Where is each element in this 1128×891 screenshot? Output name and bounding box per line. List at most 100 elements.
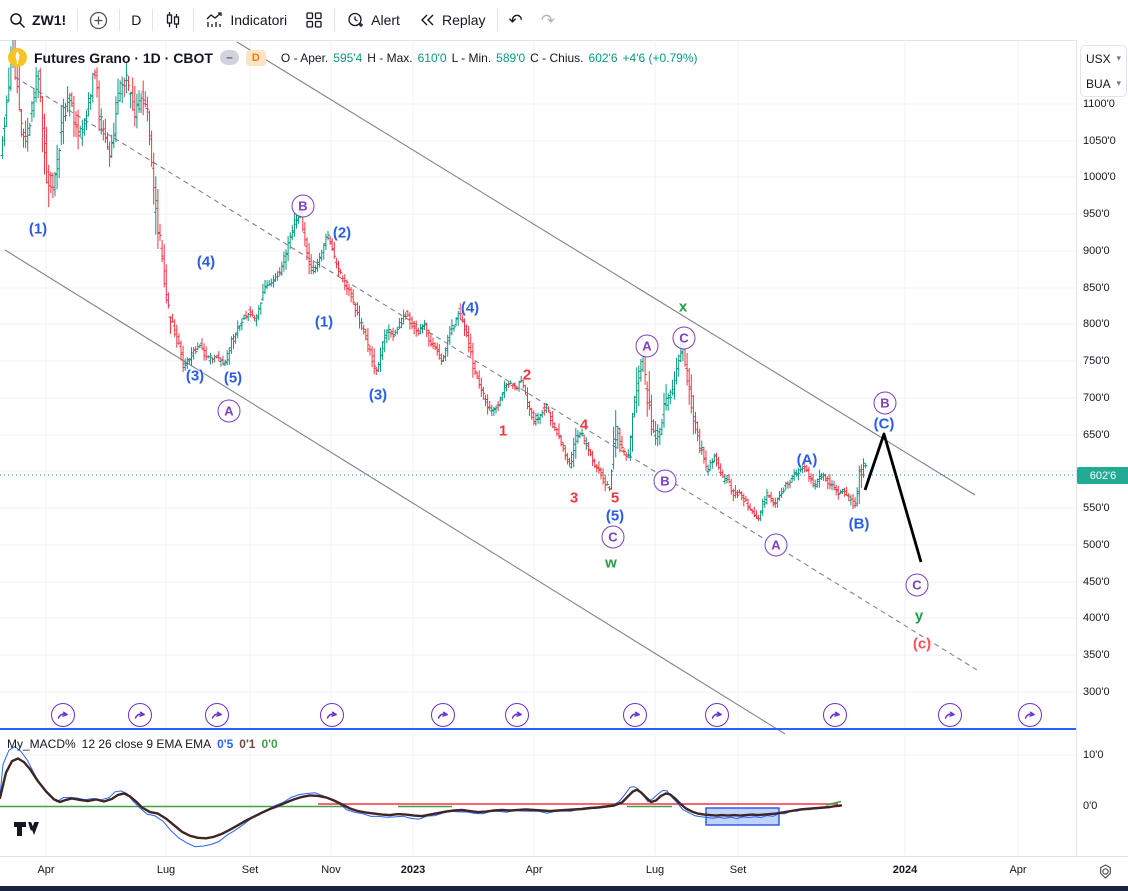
event-marker-icon[interactable]	[205, 703, 229, 727]
wave-label-blue[interactable]: (2)	[332, 224, 352, 242]
event-marker-icon[interactable]	[1018, 703, 1042, 727]
price-tick: 1050'0	[1083, 135, 1116, 147]
hide-indicator-icon[interactable]: –	[219, 50, 239, 65]
low-label: L - Min.	[451, 50, 492, 65]
event-marker-icon[interactable]	[505, 703, 529, 727]
toolbar-divider	[119, 9, 121, 31]
ohlc-readout: O - Aper. 595'4 H - Max. 610'0 L - Min. 589…	[281, 51, 698, 65]
wave-label-circled[interactable]: B	[653, 469, 677, 493]
high-label: H - Max.	[367, 50, 413, 65]
high-value: 610'0	[417, 50, 447, 65]
wave-label-green[interactable]: y	[914, 607, 924, 625]
unit-selector[interactable]: BUA ▾	[1081, 71, 1126, 96]
toolbar-divider	[193, 9, 195, 31]
indicator-value-slow: 0'1	[239, 737, 256, 751]
wave-label-green[interactable]: x	[678, 298, 688, 316]
toolbar-divider	[77, 9, 79, 31]
wave-label-circled[interactable]: C	[601, 525, 625, 549]
unit-label: BUA	[1086, 76, 1111, 91]
event-marker-icon[interactable]	[938, 703, 962, 727]
event-marker-icon[interactable]	[623, 703, 647, 727]
indicator-params: 12 26 close 9 EMA EMA	[81, 737, 212, 751]
redo-button[interactable]: ↷	[532, 6, 564, 34]
symbol-search-button[interactable]: ZW1!	[0, 6, 75, 34]
currency-label: USX	[1086, 51, 1111, 66]
wave-label-red[interactable]: 2	[522, 366, 532, 384]
time-scale[interactable]: Apr Lug Set Nov 2023 Apr Lug Set 2024 Apr	[0, 857, 1128, 886]
undo-button[interactable]: ↶	[500, 6, 532, 34]
chart-style-button[interactable]	[155, 6, 191, 34]
indicator-header[interactable]: My_MACD% 12 26 close 9 EMA EMA 0'5 0'1 0…	[7, 737, 278, 751]
event-marker-icon[interactable]	[51, 703, 75, 727]
event-marker-icon[interactable]	[128, 703, 152, 727]
time-label-year: 2024	[892, 864, 918, 876]
chevron-down-icon: ▾	[1116, 53, 1121, 63]
wave-label-circled[interactable]: A	[635, 334, 659, 358]
alert-button[interactable]: Alert	[337, 6, 409, 34]
wave-label-blue[interactable]: (B)	[848, 515, 870, 533]
indicator-title[interactable]: My_MACD%	[7, 737, 76, 751]
price-tick: 750'0	[1083, 355, 1110, 367]
price-and-macd-canvas[interactable]	[0, 40, 1076, 856]
time-label-month: Apr	[525, 864, 543, 876]
wave-label-blue[interactable]: (4)	[460, 299, 480, 317]
event-marker-icon[interactable]	[705, 703, 729, 727]
symbol-legend[interactable]: Futures Grano · 1D · CBOT – D O - Aper. 5…	[8, 48, 698, 67]
replay-button[interactable]: Replay	[409, 6, 495, 34]
wave-label-blue[interactable]: (A)	[796, 451, 818, 469]
indicators-button[interactable]: Indicatori	[196, 6, 296, 34]
wave-label-blue[interactable]: (1)	[314, 313, 334, 331]
price-tick: 800'0	[1083, 318, 1110, 330]
open-label: O - Aper.	[280, 50, 329, 65]
symbol-label: ZW1!	[32, 12, 67, 28]
undo-icon: ↶	[508, 10, 523, 30]
wave-label-blue[interactable]: (5)	[605, 507, 625, 525]
chevron-down-icon: ▾	[1116, 78, 1121, 88]
wave-label-green[interactable]: w	[605, 554, 617, 572]
event-marker-icon[interactable]	[431, 703, 455, 727]
wave-label-circled[interactable]: B	[873, 391, 897, 415]
time-label-month: Lug	[156, 864, 176, 876]
indicators-label: Indicatori	[230, 12, 288, 28]
time-label-month: Lug	[645, 864, 665, 876]
timezone-clock-button[interactable]	[1096, 862, 1114, 880]
grid-layout-icon	[305, 11, 323, 29]
wave-label-blue[interactable]: (5)	[223, 369, 243, 387]
compare-add-button[interactable]	[80, 6, 117, 34]
redo-icon: ↷	[540, 10, 556, 30]
toolbar-divider	[152, 9, 154, 31]
interval-button[interactable]: D	[122, 6, 150, 34]
tradingview-logo[interactable]	[13, 820, 43, 845]
wave-label-circled[interactable]: C	[905, 573, 929, 597]
event-marker-icon[interactable]	[320, 703, 344, 727]
price-scale[interactable]: USX ▾ BUA ▾ 602'6 1100'0 1050'0 1000'0 950'…	[1076, 40, 1128, 856]
wave-label-circled[interactable]: C	[672, 326, 696, 350]
currency-selector[interactable]: USX ▾	[1081, 46, 1126, 71]
templates-button[interactable]	[296, 6, 332, 34]
price-tick: 300'0	[1083, 686, 1110, 698]
wave-label-circled[interactable]: B	[291, 194, 315, 218]
price-tick: 550'0	[1083, 502, 1110, 514]
wave-label-blue[interactable]: (4)	[196, 253, 216, 271]
chart-area[interactable]: Futures Grano · 1D · CBOT – D O - Aper. 5…	[0, 40, 1128, 886]
event-marker-icon[interactable]	[823, 703, 847, 727]
wave-label-red[interactable]: 3	[569, 489, 579, 507]
pane-separator[interactable]	[0, 728, 1076, 730]
wave-label-red[interactable]: 1	[498, 422, 508, 440]
search-icon	[9, 12, 26, 29]
wave-label-circled[interactable]: A	[217, 399, 241, 423]
wave-label-blue[interactable]: (3)	[368, 386, 388, 404]
time-label-year: 2023	[400, 864, 426, 876]
wave-label-blue[interactable]: (1)	[28, 220, 48, 238]
price-tick: 700'0	[1083, 392, 1110, 404]
indicator-tick: 0'0	[1083, 800, 1098, 812]
wave-label-blue[interactable]: (C)	[873, 415, 895, 433]
wave-label-circled[interactable]: A	[764, 533, 788, 557]
toolbar-divider	[496, 9, 498, 31]
wave-label-blue[interactable]: (3)	[185, 367, 205, 385]
wave-label-minor[interactable]: (c)	[912, 635, 932, 653]
wave-label-red[interactable]: 5	[610, 489, 620, 507]
symbol-title[interactable]: Futures Grano · 1D · CBOT	[34, 49, 213, 66]
wave-label-red[interactable]: 4	[579, 416, 589, 434]
low-value: 589'0	[496, 50, 526, 65]
